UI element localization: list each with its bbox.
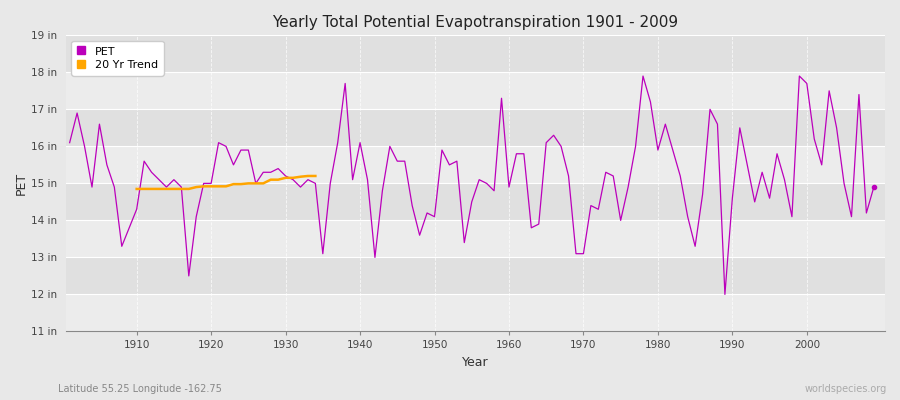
Title: Yearly Total Potential Evapotranspiration 1901 - 2009: Yearly Total Potential Evapotranspiratio… bbox=[273, 15, 679, 30]
X-axis label: Year: Year bbox=[463, 356, 489, 369]
Bar bbox=[66, 257, 885, 294]
Bar bbox=[66, 35, 885, 72]
Bar bbox=[66, 183, 885, 220]
Y-axis label: PET: PET bbox=[15, 172, 28, 195]
Bar bbox=[66, 146, 885, 183]
Bar bbox=[66, 294, 885, 332]
Legend: PET, 20 Yr Trend: PET, 20 Yr Trend bbox=[71, 41, 164, 76]
Bar bbox=[66, 109, 885, 146]
Text: Latitude 55.25 Longitude -162.75: Latitude 55.25 Longitude -162.75 bbox=[58, 384, 222, 394]
Bar bbox=[66, 72, 885, 109]
Bar bbox=[66, 220, 885, 257]
Text: worldspecies.org: worldspecies.org bbox=[805, 384, 886, 394]
